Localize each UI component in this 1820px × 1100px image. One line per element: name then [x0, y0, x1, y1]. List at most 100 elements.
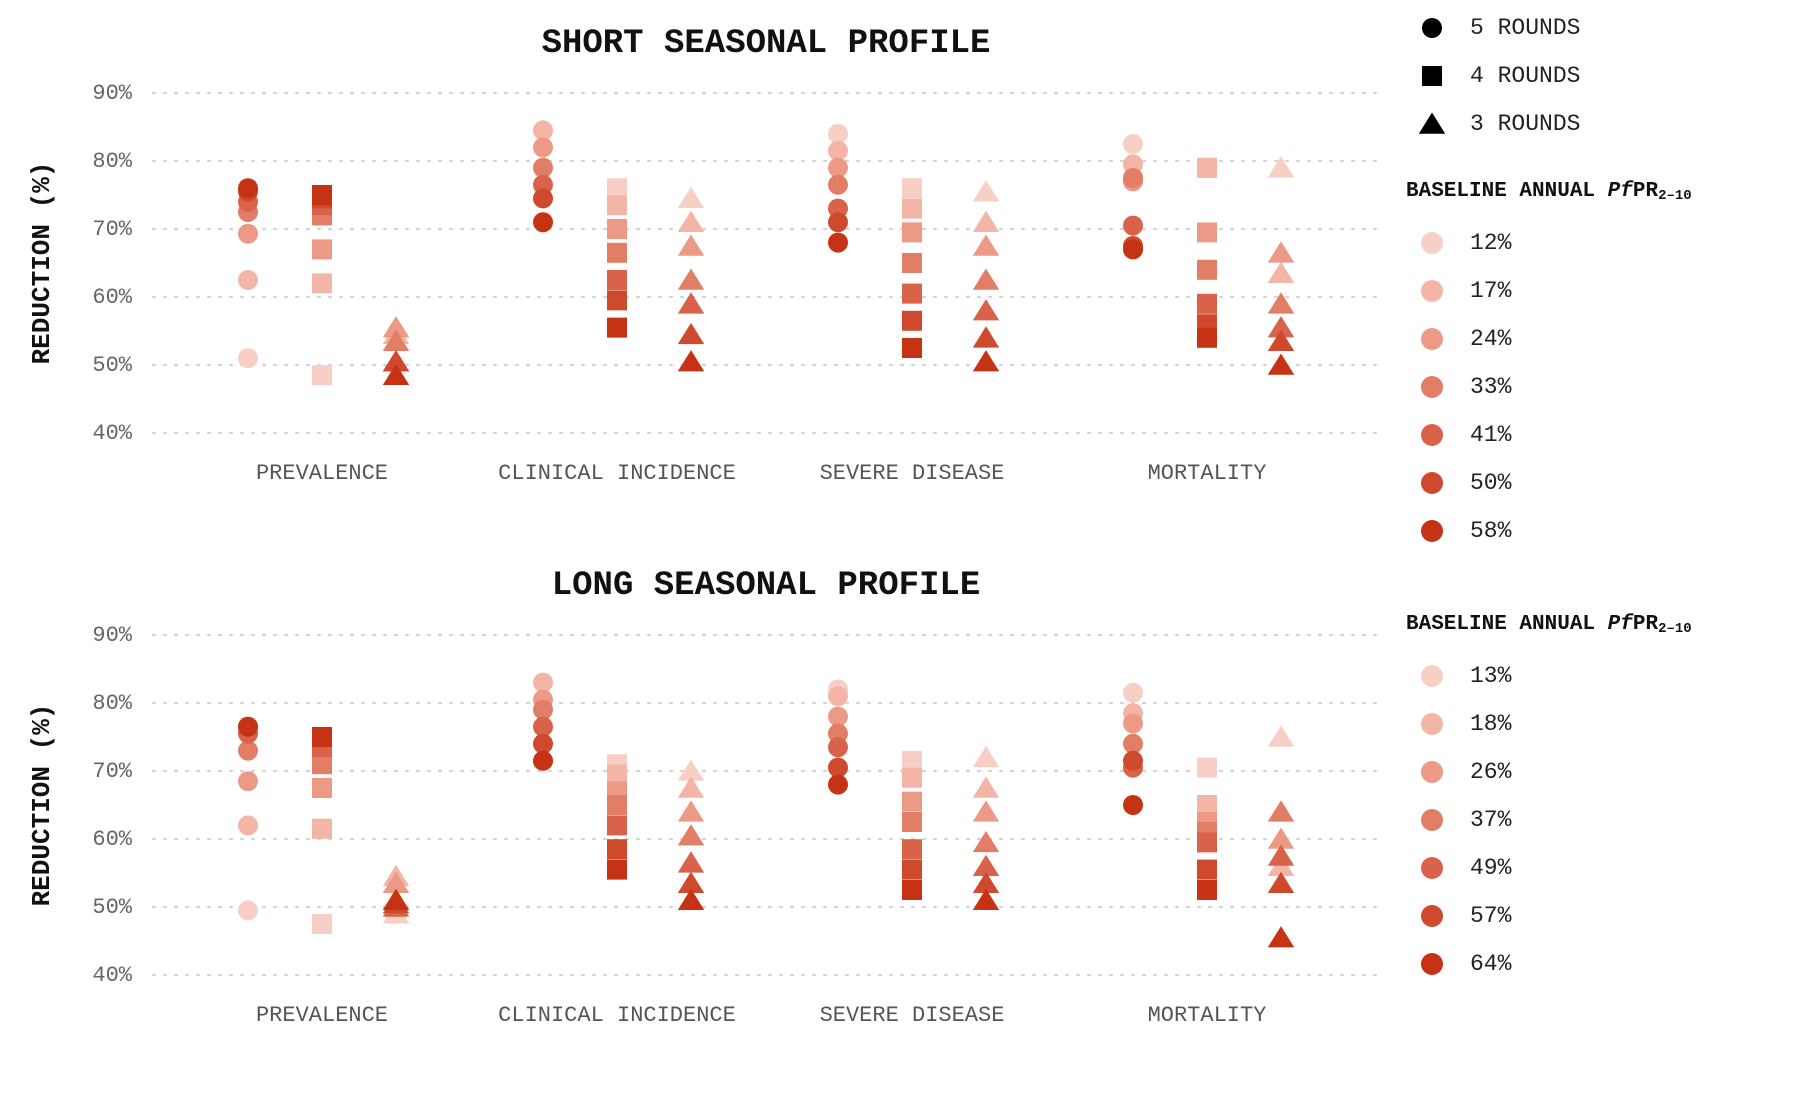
legend-pfpr-label: 18%	[1470, 711, 1512, 737]
data-point-triangle	[677, 292, 705, 314]
data-point-circle	[533, 672, 553, 693]
data-point-triangle	[382, 316, 410, 338]
y-tick-label: 80%	[92, 691, 132, 716]
legend-swatch	[1421, 665, 1443, 687]
data-point-circle	[238, 223, 258, 244]
y-axis-label: REDUCTION (%)	[27, 162, 57, 365]
data-point-triangle	[677, 350, 705, 372]
data-point-square	[1197, 795, 1217, 815]
legend-pfpr-title: BASELINE ANNUAL PfPR2–10	[1406, 613, 1692, 637]
data-point-square	[902, 839, 922, 860]
data-point-triangle	[1267, 871, 1295, 893]
data-point-square	[1197, 757, 1217, 778]
data-point-triangle	[1267, 316, 1295, 338]
data-point-square	[1197, 222, 1217, 243]
data-point-circle	[238, 771, 258, 792]
legend-swatch	[1421, 761, 1443, 783]
data-point-triangle	[1267, 292, 1295, 314]
data-point-square	[607, 290, 627, 311]
data-point-triangle	[972, 326, 1000, 348]
data-point-triangle	[972, 800, 1000, 822]
data-point-square	[312, 914, 332, 934]
data-point-square	[902, 791, 922, 812]
data-point-triangle	[1267, 926, 1295, 948]
legend-pfpr-label: 13%	[1470, 663, 1512, 689]
data-point-triangle	[677, 871, 705, 893]
data-point-circle	[1123, 733, 1143, 754]
y-axis-label: REDUCTION (%)	[27, 704, 57, 907]
data-point-square	[607, 815, 627, 836]
data-point-triangle	[972, 888, 1000, 910]
data-point-circle	[533, 137, 553, 158]
data-point-triangle	[382, 329, 410, 351]
data-point-triangle	[972, 234, 1000, 256]
data-point-triangle	[1267, 241, 1295, 263]
data-point-circle	[828, 157, 848, 178]
legend-swatch	[1421, 809, 1443, 831]
data-point-square	[1197, 293, 1217, 314]
data-point-circle	[1123, 750, 1143, 771]
data-point-triangle	[972, 350, 1000, 372]
data-point-triangle	[972, 180, 1000, 202]
data-point-triangle	[677, 210, 705, 232]
data-point-triangle	[972, 871, 1000, 893]
data-point-triangle	[677, 800, 705, 822]
data-point-square	[312, 273, 332, 294]
data-point-square	[607, 242, 627, 263]
data-point-square	[902, 812, 922, 832]
data-point-triangle	[1267, 844, 1295, 866]
data-point-circle	[533, 716, 553, 737]
legend-swatch	[1421, 328, 1443, 350]
data-point-square	[312, 754, 332, 775]
data-point-circle	[1123, 239, 1143, 260]
data-point-square	[607, 178, 627, 199]
y-tick-label: 70%	[92, 217, 132, 242]
legend-swatch	[1421, 905, 1443, 927]
data-point-triangle	[972, 268, 1000, 290]
y-tick-label: 80%	[92, 149, 132, 174]
data-point-triangle	[1267, 827, 1295, 849]
data-point-circle	[533, 733, 553, 754]
legend-marker-circle	[1422, 18, 1442, 38]
data-point-triangle	[972, 830, 1000, 853]
data-point-square	[1197, 832, 1217, 853]
y-tick-label: 60%	[92, 285, 132, 310]
category-label: MORTALITY	[1148, 461, 1267, 486]
data-point-circle	[1123, 682, 1143, 703]
legend-pfpr-label: 64%	[1470, 951, 1512, 977]
y-tick-label: 40%	[92, 421, 132, 446]
data-point-circle	[1123, 795, 1143, 815]
legend-swatch	[1421, 953, 1443, 975]
category-label: SEVERE DISEASE	[820, 461, 1005, 486]
data-point-circle	[828, 737, 848, 758]
category-label: PREVALENCE	[256, 461, 388, 486]
data-point-circle	[533, 699, 553, 720]
data-point-triangle	[677, 268, 705, 290]
data-point-circle	[238, 900, 258, 921]
chart-panels: SHORT SEASONAL PROFILE REDUCTION (%) 40% 50…	[27, 25, 1387, 1028]
legend-rounds-label: 4 ROUNDS	[1470, 63, 1580, 89]
legend-swatch	[1421, 520, 1443, 542]
legend-swatch	[1421, 472, 1443, 494]
data-point-triangle	[677, 776, 705, 798]
legend-rounds-label: 5 ROUNDS	[1470, 15, 1580, 41]
y-tick-label: 50%	[92, 353, 132, 378]
data-point-circle	[828, 757, 848, 778]
panel-short-seasonal: SHORT SEASONAL PROFILE REDUCTION (%) 40% 50…	[27, 25, 1387, 486]
data-point-square	[607, 270, 627, 290]
data-point-triangle	[677, 824, 705, 846]
y-tick-label: 90%	[92, 81, 132, 106]
legend-pfpr-label: 26%	[1470, 759, 1512, 785]
legend-pfpr-label: 37%	[1470, 807, 1512, 833]
data-point-square	[1197, 157, 1217, 178]
data-point-square	[902, 859, 922, 880]
data-point-circle	[828, 140, 848, 161]
data-point-circle	[1123, 134, 1143, 154]
legend-swatch	[1421, 857, 1443, 879]
data-point-square	[312, 365, 332, 386]
data-point-square	[312, 727, 332, 747]
data-point-circle	[533, 212, 553, 233]
data-point-triangle	[382, 363, 410, 385]
category-label: CLINICAL INCIDENCE	[498, 1003, 736, 1028]
data-point-triangle	[677, 851, 705, 873]
